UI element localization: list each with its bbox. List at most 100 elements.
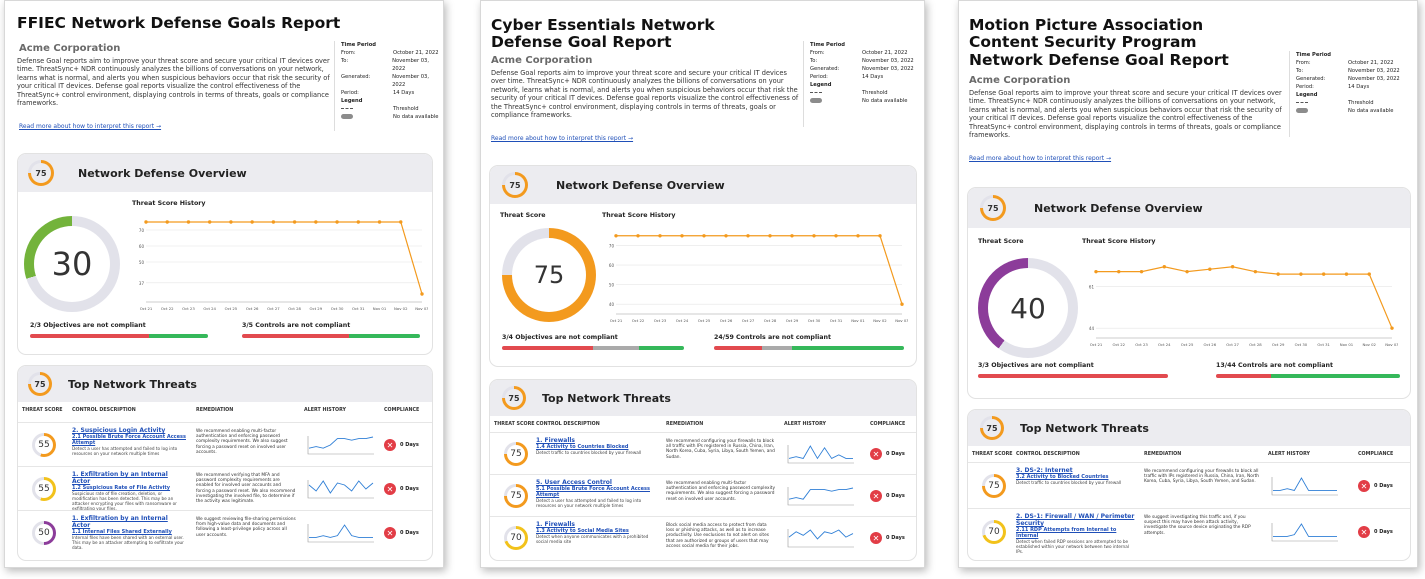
x-tick-label: Oct 29	[1272, 342, 1285, 347]
overview-title: Network Defense Overview	[1034, 201, 1203, 215]
threat-row[interactable]: 70 2. DS-1: Firewall / WAN / Perimeter S…	[968, 508, 1410, 554]
threat-row[interactable]: 55 1. Exfiltration by an Internal Actor …	[18, 466, 432, 511]
y-tick-label: 70	[609, 244, 615, 249]
bar-segment-green	[1271, 374, 1400, 378]
control-subitem-link[interactable]: 5.1 Possible Brute Force Account Access …	[536, 486, 650, 498]
time-period-heading: Time Period	[341, 42, 376, 48]
y-tick-label: 44	[1089, 326, 1095, 331]
series-line	[146, 221, 423, 295]
control-subitem-link[interactable]: 2.11 RDP Attempts from Internal to Inter…	[1016, 527, 1117, 539]
report-description: Defense Goal reports aim to improve your…	[491, 69, 799, 120]
alert-history-sparkline	[1271, 523, 1338, 542]
threat-score: 55	[38, 440, 50, 450]
control-name-link[interactable]: 1. Exfiltration by an Internal Actor	[72, 471, 168, 485]
objectives-bar	[978, 374, 1168, 378]
controls-bar	[1216, 374, 1400, 378]
x-tick-label: Oct 24	[1158, 342, 1171, 347]
remediation-text: We suggest investigating this traffic an…	[1144, 515, 1251, 536]
y-tick-label: 60	[139, 244, 145, 249]
control-name-link[interactable]: 5. User Access Control	[536, 479, 612, 486]
threat-row[interactable]: 75 3. DS-2: Internet 3.2 Activity to Blo…	[968, 462, 1410, 508]
y-tick-label: 61	[1089, 284, 1095, 289]
threat-row[interactable]: 75 1. Firewalls 1.4 Activity to Countrie…	[490, 432, 916, 474]
read-more-link[interactable]: Read more about how to interpret this re…	[491, 135, 634, 142]
x-tick-label: Oct 21	[610, 318, 623, 323]
threat-score-label: Threat Score	[978, 238, 1024, 245]
time-period-heading: Time Period	[810, 42, 845, 48]
column-header-remediation: REMEDIATION	[196, 408, 234, 413]
objectives-label: 3/3 Objectives are not compliant	[978, 362, 1094, 369]
y-tick-label: 50	[139, 260, 145, 265]
data-point	[790, 234, 794, 238]
x-tick-label: Oct 30	[808, 318, 821, 323]
control-name-link[interactable]: 1. Firewalls	[536, 437, 576, 444]
y-tick-label: 50	[609, 283, 615, 288]
control-name-link[interactable]: 2. DS-1: Firewall / WAN / Perimeter Secu…	[1016, 513, 1135, 527]
series-line	[1096, 266, 1393, 329]
x-tick-label: Oct 24	[203, 306, 216, 311]
bar-segment-red	[1216, 374, 1272, 378]
time-period-heading: Time Period	[1296, 52, 1331, 58]
x-tick-label: Oct 26	[1204, 342, 1217, 347]
top-network-threats-card: 75 Top Network Threats THREAT SCORE CONTR…	[489, 379, 917, 561]
column-header-control: CONTROL DESCRIPTION	[536, 422, 600, 427]
control-subitem-link[interactable]: 1.3 Activity to Social Media Sites	[536, 528, 629, 534]
data-point	[1117, 269, 1121, 274]
data-point	[768, 234, 772, 238]
threat-row[interactable]: 70 1. Firewalls 1.3 Activity to Social M…	[490, 516, 916, 558]
to-label: To:	[341, 58, 349, 64]
data-point	[900, 302, 904, 306]
data-point	[636, 234, 640, 238]
no-data-label: No data available	[862, 98, 908, 104]
read-more-link[interactable]: Read more about how to interpret this re…	[19, 123, 162, 130]
control-name-link[interactable]: 1. Exfiltration by an Internal Actor	[72, 515, 168, 529]
threat-row[interactable]: 75 5. User Access Control 5.1 Possible B…	[490, 474, 916, 516]
generated-label: Generated:	[341, 74, 371, 80]
column-header-remediation: REMEDIATION	[1144, 452, 1182, 457]
control-subitem-link[interactable]: 2.1 Possible Brute Force Account Access …	[72, 434, 186, 446]
organization-name: Acme Corporation	[969, 75, 1071, 86]
organization-name: Acme Corporation	[491, 55, 593, 66]
report-title: Cyber Essentials Network Defense Goal Re…	[491, 16, 715, 52]
data-point	[856, 234, 860, 238]
time-period-panel: Time Period From: October 21, 2022 To: Nov…	[334, 41, 443, 131]
threat-row[interactable]: 50 1. Exfiltration by an Internal Actor …	[18, 510, 432, 554]
sparkline-series	[788, 529, 854, 540]
alert-history-sparkline	[787, 487, 854, 506]
x-tick-label: Nov 03	[415, 306, 428, 311]
data-point	[377, 220, 382, 224]
data-point	[356, 220, 361, 224]
threat-score: 75	[510, 491, 522, 501]
sparkline-axis	[307, 480, 374, 499]
control-subitem-link[interactable]: 1.1 Internal Files Shared Externally	[72, 529, 172, 535]
from-label: From:	[810, 50, 825, 56]
threat-row[interactable]: 55 2. Suspicious Login Activity 2.1 Poss…	[18, 422, 432, 466]
control-subitem-link[interactable]: 3.2 Activity to Blocked Countries	[1016, 474, 1109, 480]
controls-label: 13/44 Controls are not compliant	[1216, 362, 1334, 369]
x-tick-label: Nov 03	[1385, 342, 1398, 347]
generated-value: November 03, 2022	[862, 66, 914, 72]
compliance-days: 0 Days	[400, 486, 419, 492]
x-tick-label: Nov 01	[851, 318, 865, 323]
control-name-link[interactable]: 2. Suspicious Login Activity	[72, 427, 166, 434]
history-title: Threat Score History	[1082, 238, 1156, 245]
no-data-label: No data available	[393, 114, 439, 120]
control-name-link[interactable]: 3. DS-2: Internet	[1016, 467, 1073, 474]
x-tick-label: Oct 22	[1112, 342, 1125, 347]
control-description: Detect traffic to countries blocked by y…	[1016, 480, 1122, 485]
data-point	[1185, 269, 1189, 274]
non-compliant-x-icon: ✕	[870, 448, 882, 460]
sparkline-series	[309, 524, 373, 538]
threat-score-value: 40	[1010, 291, 1046, 325]
threat-score-value: 30	[51, 245, 93, 283]
threats-header-score: 75	[34, 379, 46, 389]
x-tick-label: Oct 22	[161, 306, 174, 311]
x-tick-label: Nov 02	[394, 306, 408, 311]
control-subitem-link[interactable]: 1.2 Suspicious Rate of File Activity	[72, 485, 171, 491]
threat-score-label: Threat Score	[500, 212, 546, 219]
non-compliant-x-icon: ✕	[384, 483, 396, 495]
control-subitem-link[interactable]: 1.4 Activity to Countries Blocked	[536, 444, 629, 450]
control-name-link[interactable]: 1. Firewalls	[536, 521, 576, 528]
read-more-link[interactable]: Read more about how to interpret this re…	[969, 155, 1112, 162]
time-period-panel: Time Period From: October 21, 2022 To: Nov…	[803, 41, 914, 127]
